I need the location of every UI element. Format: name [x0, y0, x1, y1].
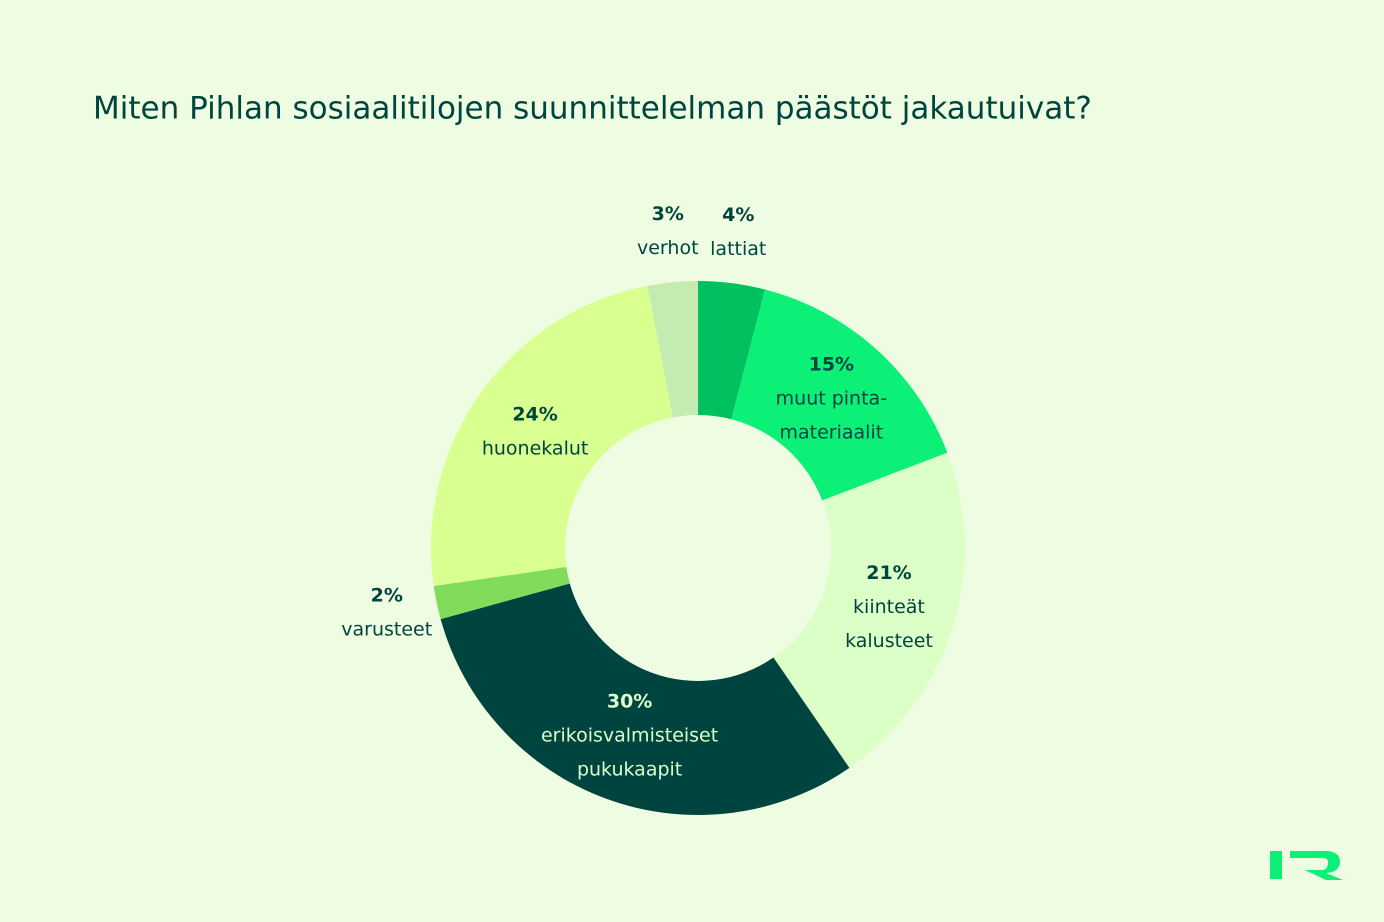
donut-segment: [698, 281, 766, 420]
value-label: 30%: [607, 690, 652, 712]
value-label: 4%: [722, 204, 754, 226]
category-label: lattiat: [710, 238, 766, 260]
value-label: 2%: [371, 585, 403, 607]
donut-segment: [731, 289, 948, 501]
category-label: kiinteät: [853, 596, 925, 618]
value-label: 15%: [809, 353, 854, 375]
category-label: muut pinta-: [776, 387, 887, 409]
donut-segment: [433, 566, 570, 620]
logo: [1270, 851, 1343, 880]
category-label: verhot: [637, 237, 699, 259]
chart-title: Miten Pihlan sosiaalitilojen suunnittele…: [93, 91, 1092, 127]
category-label: varusteet: [341, 619, 432, 641]
category-label: pukukaapit: [577, 758, 682, 780]
donut-segment: [431, 285, 673, 586]
donut-segment: [773, 452, 966, 768]
donut-segment: [647, 281, 698, 418]
category-label: erikoisvalmisteiset: [541, 724, 718, 746]
value-label: 3%: [652, 203, 684, 225]
category-label: materiaalit: [780, 421, 884, 443]
donut-segment: [440, 583, 850, 815]
category-label: kalusteet: [845, 630, 933, 652]
value-label: 24%: [512, 403, 557, 425]
value-label: 21%: [866, 562, 911, 584]
category-label: huonekalut: [482, 437, 589, 459]
